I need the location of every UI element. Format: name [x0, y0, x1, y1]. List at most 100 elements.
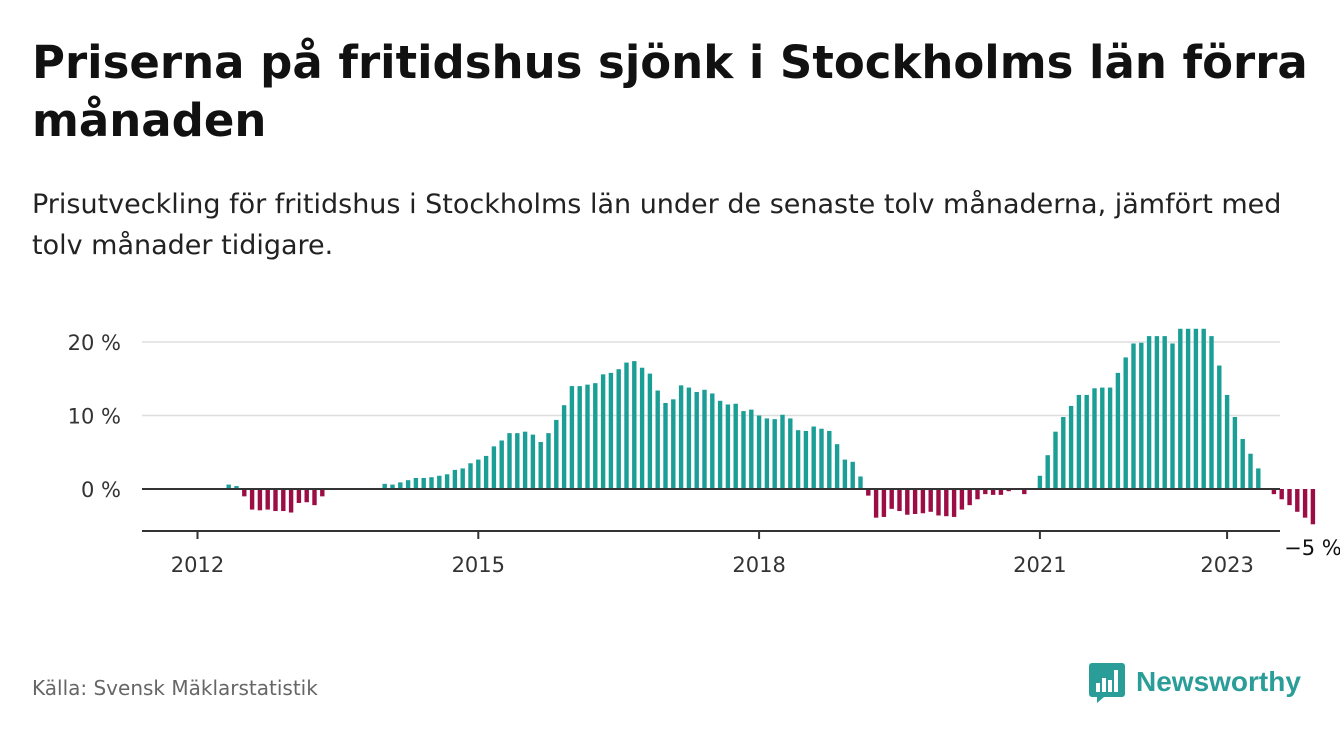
- bar: [1271, 489, 1277, 495]
- bar: [1084, 394, 1089, 489]
- bar: [1302, 489, 1308, 518]
- bar: [1185, 328, 1191, 489]
- bar: [226, 484, 231, 489]
- bar: [1279, 489, 1284, 500]
- bar: [522, 431, 528, 489]
- bar: [1170, 343, 1175, 489]
- bar: [639, 367, 645, 489]
- bar: [733, 403, 738, 489]
- bar: [444, 474, 450, 489]
- bar: [1240, 439, 1245, 489]
- bar: [850, 461, 855, 490]
- bar: [452, 469, 458, 489]
- bar: [437, 475, 442, 489]
- bar: [281, 489, 286, 512]
- bar: [959, 489, 965, 510]
- bar: [491, 446, 497, 489]
- bar: [897, 489, 902, 512]
- bar: [1193, 328, 1199, 489]
- bar: [1248, 453, 1253, 489]
- y-tick-label: 20 %: [68, 331, 121, 355]
- x-tick-label: 2015: [452, 553, 505, 577]
- bar: [803, 430, 809, 489]
- bar: [265, 489, 270, 510]
- tick-labels: 0 % 10 % 20 % 2012 2015 2018 2021 2023 −5 %: [68, 331, 1340, 577]
- bar: [686, 387, 692, 489]
- bar: [1022, 489, 1027, 495]
- newsworthy-logo-icon: [1089, 663, 1125, 703]
- bar: [1076, 394, 1082, 489]
- bar: [421, 477, 426, 489]
- bar: [1006, 489, 1011, 492]
- bar: [655, 390, 660, 489]
- bar: [476, 459, 481, 489]
- bar: [811, 426, 816, 489]
- chart-title: Priserna på fritidshus sjönk i Stockholm…: [32, 36, 1308, 147]
- bar: [538, 441, 543, 489]
- bar-chart: 0 % 10 % 20 % 2012 2015 2018 2021 2023 −5 %: [68, 328, 1340, 577]
- bar: [1154, 336, 1160, 489]
- bar: [499, 440, 504, 489]
- bar: [1295, 489, 1300, 512]
- bar: [834, 444, 840, 489]
- bar: [468, 463, 473, 489]
- bar: [1217, 365, 1222, 489]
- bar: [990, 489, 996, 495]
- bar: [725, 404, 731, 489]
- bar: [764, 418, 770, 489]
- bar: [1045, 455, 1050, 489]
- bar: [795, 430, 801, 489]
- bar: [858, 476, 863, 489]
- bar: [382, 483, 387, 489]
- bar: [1068, 405, 1074, 489]
- bar: [1224, 394, 1230, 489]
- bar: [1256, 468, 1261, 489]
- bar: [920, 489, 926, 514]
- bar: [460, 468, 465, 489]
- bar: [788, 418, 793, 489]
- x-tick-label: 2018: [732, 553, 785, 577]
- y-tick-label: 10 %: [68, 405, 121, 429]
- bar: [1178, 328, 1183, 489]
- bar: [569, 386, 575, 489]
- bar: [819, 428, 824, 489]
- bar: [1053, 431, 1058, 489]
- bar: [702, 389, 707, 489]
- bar: [749, 409, 754, 489]
- bar: [772, 419, 777, 489]
- bar: [624, 362, 629, 489]
- bar: [936, 489, 941, 516]
- bar: [647, 373, 653, 489]
- bar: [1162, 336, 1167, 489]
- bar: [1310, 489, 1316, 525]
- bar: [1123, 357, 1128, 489]
- bar: [694, 391, 699, 489]
- bar: [257, 489, 263, 511]
- bar: [842, 459, 848, 489]
- bar: [951, 489, 957, 517]
- bar: [507, 433, 512, 489]
- bar: [1287, 489, 1292, 506]
- bar: [717, 400, 723, 489]
- bar: [905, 489, 910, 515]
- bar: [873, 489, 879, 518]
- y-tick-label: 0 %: [81, 478, 121, 502]
- axes: [142, 488, 1280, 539]
- bar: [1232, 416, 1238, 489]
- bar: [1201, 328, 1206, 489]
- bar: [546, 433, 551, 489]
- bar: [515, 433, 520, 489]
- bar: [998, 489, 1004, 495]
- bar: [866, 489, 871, 496]
- bar: [1107, 387, 1113, 489]
- bar: [780, 414, 785, 489]
- bars: [226, 328, 1316, 525]
- bar: [827, 430, 832, 489]
- bar: [390, 484, 395, 489]
- bar: [671, 399, 676, 489]
- bar: [1061, 416, 1066, 489]
- bar: [296, 489, 302, 503]
- bar: [1092, 388, 1097, 489]
- bar: [608, 372, 614, 489]
- bar: [249, 489, 255, 510]
